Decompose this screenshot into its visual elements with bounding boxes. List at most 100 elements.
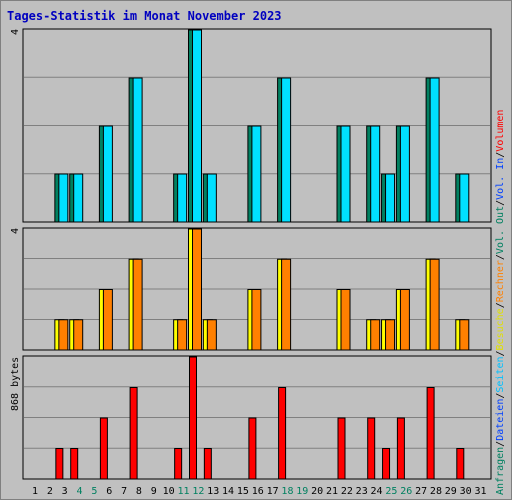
legend-segment: / [495,441,506,447]
bar-volumen-day-11 [189,356,197,480]
day-label-8: 8 [136,486,142,497]
bar-dateien-day-3 [73,173,84,223]
legend-segment: Besuche [495,308,506,350]
day-label-7: 7 [121,486,127,497]
day-label-17: 17 [267,486,279,497]
bar-rechner-day-15 [251,289,262,351]
panel-requests: 4 [10,28,492,223]
bar-rechner-day-25 [399,289,410,351]
bar-rechner-day-17 [281,258,292,351]
bar-dateien-day-2 [58,173,69,223]
day-label-10: 10 [163,486,175,497]
bar-volumen-day-15 [248,417,257,480]
bar-volumen-day-3 [70,448,79,480]
panel-visits: 4 [10,227,492,351]
bar-volumen-day-17 [278,387,287,480]
legend-segment: / [495,350,506,356]
bar-volumen-day-2 [55,448,64,480]
day-label-9: 9 [151,486,157,497]
day-label-27: 27 [415,486,427,497]
legend-segment: / [495,152,506,158]
day-label-5: 5 [91,486,97,497]
bar-volumen-day-25 [396,417,405,480]
day-label-21: 21 [326,486,338,497]
bar-rechner-day-7 [132,258,143,351]
legend-segment: / [495,393,506,399]
day-label-16: 16 [252,486,264,497]
bar-dateien-day-25 [399,125,410,223]
day-label-26: 26 [400,486,412,497]
day-label-25: 25 [385,486,397,497]
day-label-19: 19 [296,486,308,497]
bar-rechner-day-12 [206,319,217,351]
panel-volume: 868 bytes [10,355,492,480]
day-label-4: 4 [77,486,83,497]
bar-volumen-day-7 [129,387,138,480]
bar-volumen-day-21 [337,417,346,480]
legend-segment: Volumen [495,110,506,152]
bar-dateien-day-27 [429,77,440,223]
bar-rechner-day-21 [340,289,351,351]
bar-dateien-day-24 [385,173,396,223]
day-label-2: 2 [47,486,53,497]
bar-volumen-day-27 [426,387,435,480]
bar-dateien-day-29 [459,173,470,223]
day-labels: 1 2 3 4 5 6 7 8 9 10 11 12 13 14 15 16 17 18 19 20 21 22 23 24 2… [32,486,487,497]
day-label-14: 14 [222,486,234,497]
bar-dateien-day-7 [132,77,143,223]
day-label-24: 24 [371,486,383,497]
day-label-20: 20 [311,486,323,497]
day-label-29: 29 [445,486,457,497]
bar-dateien-day-12 [206,173,217,223]
legend-segment: / [495,302,506,308]
day-label-23: 23 [356,486,368,497]
y-max-label-requests: 4 [10,29,21,35]
bar-rechner-day-24 [385,319,396,351]
chart-panels: 4 4 868 bytes [10,28,492,480]
chart-title: Tages-Statistik im Monat November 2023 [7,9,282,23]
bar-rechner-day-2 [58,319,69,351]
y-max-label-volume: 868 bytes [10,357,21,411]
bar-rechner-day-27 [429,258,440,351]
day-label-13: 13 [207,486,219,497]
day-label-1: 1 [32,486,38,497]
bar-rechner-day-23 [370,319,381,351]
legend-segment: Anfragen [495,447,506,495]
day-label-28: 28 [430,486,442,497]
bar-rechner-day-5 [102,289,113,351]
bar-dateien-day-15 [251,125,262,223]
bar-volumen-day-24 [382,448,391,480]
day-label-11: 11 [177,486,189,497]
bar-rechner-day-10 [177,319,188,351]
bar-dateien-day-11 [192,29,202,223]
bar-dateien-day-21 [340,125,351,223]
legend-segment: Vol. Out [495,206,506,254]
bar-volumen-day-10 [174,448,183,480]
bar-dateien-day-5 [102,125,113,223]
bar-dateien-day-10 [177,173,188,223]
legend-segment: Vol. In [495,158,506,200]
legend-segment: Dateien [495,399,506,441]
legend-segment: / [495,200,506,206]
legend-text: Anfragen/Dateien/Seiten/Besuche/Rechner/… [495,110,506,495]
legend-segment: Rechner [495,260,506,302]
day-label-12: 12 [192,486,204,497]
bar-volumen-day-23 [367,417,376,480]
day-label-30: 30 [460,486,472,497]
bar-volumen-day-29 [456,448,465,480]
day-label-31: 31 [474,486,486,497]
day-label-22: 22 [341,486,353,497]
day-label-6: 6 [106,486,112,497]
bar-dateien-day-17 [281,77,292,223]
bar-rechner-day-29 [459,319,470,351]
bar-rechner-day-11 [192,228,202,351]
bar-volumen-day-5 [99,417,108,480]
bar-rechner-day-3 [73,319,84,351]
day-label-18: 18 [281,486,293,497]
legend-segment: / [495,254,506,260]
bar-dateien-day-23 [370,125,381,223]
bar-volumen-day-12 [203,448,212,480]
legend: Anfragen/Dateien/Seiten/Besuche/Rechner/… [495,110,506,495]
